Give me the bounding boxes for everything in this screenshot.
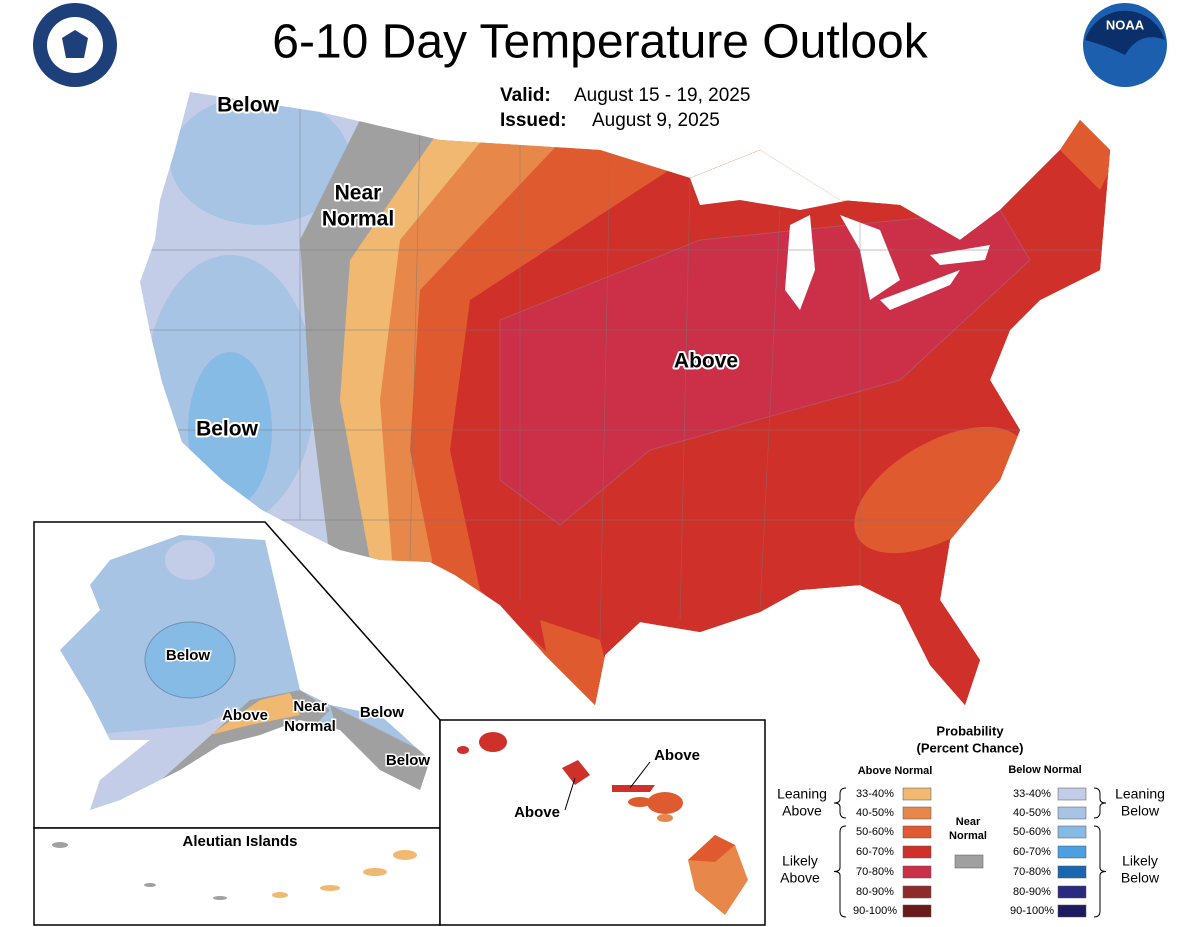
region-label: Below: [360, 704, 405, 721]
region-label: Below: [386, 752, 431, 769]
legend-swatch: [1057, 825, 1087, 839]
legend-swatch: [902, 806, 932, 820]
region-label: Below: [217, 94, 280, 117]
hawaii-islands: [457, 732, 748, 915]
noaa-logo: NOAA: [1083, 3, 1167, 87]
legend-swatch: [902, 845, 932, 859]
brace: [1093, 825, 1107, 918]
legend-swatch: [902, 865, 932, 879]
legend-heading: Above Normal: [858, 765, 933, 777]
legend-title: (Percent Chance): [917, 740, 1024, 755]
brace: [833, 825, 847, 918]
region-label: Above: [674, 350, 738, 373]
side-label: Leaning: [1115, 786, 1165, 802]
legend-label: 40-50%: [856, 807, 894, 819]
legend-label: 33-40%: [856, 788, 894, 800]
legend-swatch: [902, 825, 932, 839]
legend-swatch: [1057, 865, 1087, 879]
near-label: Near: [956, 816, 981, 828]
region-label: Near: [293, 698, 327, 715]
legend-label: 90-100%: [853, 905, 897, 917]
legend-label: 60-70%: [856, 846, 894, 858]
region-label: Near: [335, 182, 382, 205]
legend-label: 80-90%: [1013, 886, 1051, 898]
near-label: Normal: [949, 830, 987, 842]
legend-label: 40-50%: [1013, 807, 1051, 819]
legend-label: 33-40%: [1013, 788, 1051, 800]
valid-text: August 15 - 19, 2025: [574, 85, 750, 106]
legend-label: 80-90%: [856, 886, 894, 898]
side-label: Leaning: [777, 786, 827, 802]
region-label: Above: [654, 747, 700, 764]
legend-swatch: [902, 885, 932, 899]
legend-label: 60-70%: [1013, 846, 1051, 858]
legend-label: 90-100%: [1010, 905, 1054, 917]
region-label: Normal: [322, 208, 394, 231]
side-label: Likely: [1122, 853, 1158, 869]
legend-swatch: [1057, 787, 1087, 801]
valid-label: Valid:: [500, 85, 551, 106]
brace: [1093, 787, 1107, 819]
commerce-logo: [33, 3, 117, 87]
aleutian-title: Aleutian Islands: [182, 833, 297, 850]
legend-swatch: [902, 904, 932, 918]
legend-label: 50-60%: [1013, 826, 1051, 838]
legend-swatch: [1057, 885, 1087, 899]
legend-swatch: [1057, 845, 1087, 859]
legend-title: Probability: [936, 723, 1004, 738]
legend-label: 70-80%: [856, 866, 894, 878]
issued-text: August 9, 2025: [592, 110, 720, 131]
side-label: Above: [780, 870, 820, 886]
legend-swatch: [1057, 806, 1087, 820]
region-label: Above: [222, 707, 268, 724]
legend-swatch: [954, 854, 984, 869]
title: 6-10 Day Temperature Outlook: [272, 16, 928, 69]
aleutian-frame: [33, 827, 441, 926]
legend-label: 70-80%: [1013, 866, 1051, 878]
region-label: Below: [196, 418, 259, 441]
region-label: Above: [514, 804, 560, 821]
region-label: Below: [166, 647, 211, 664]
brace: [833, 787, 847, 819]
side-label: Below: [1121, 870, 1160, 886]
legend-heading: Below Normal: [1008, 764, 1081, 776]
issued-label: Issued:: [500, 110, 567, 131]
legend-swatch: [902, 787, 932, 801]
legend-swatch: [1057, 904, 1087, 918]
side-label: Below: [1121, 803, 1160, 819]
region-label: Normal: [284, 718, 336, 735]
legend-label: 50-60%: [856, 826, 894, 838]
aleutian-islands: [52, 842, 417, 900]
noaa-text: NOAA: [1106, 17, 1145, 32]
side-label: Above: [782, 803, 822, 819]
side-label: Likely: [782, 853, 818, 869]
